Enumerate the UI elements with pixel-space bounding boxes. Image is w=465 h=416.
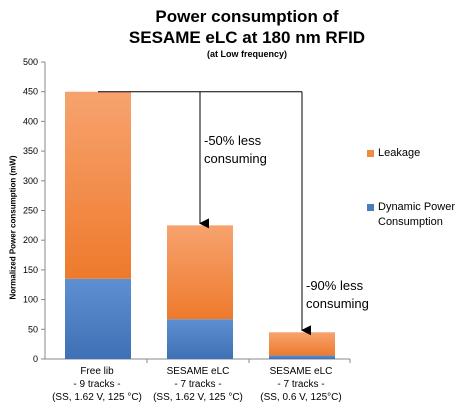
chart-subtitle: (at Low frequency) — [206, 49, 287, 59]
x-category-tracks: - 7 tracks - — [174, 379, 222, 390]
x-category-name: Free lib — [80, 366, 114, 377]
legend-label-leakage: Leakage — [378, 147, 421, 159]
bar-dynamic-power — [269, 355, 335, 359]
annotation-50-line1: -50% less — [204, 133, 262, 148]
annotation-90-line2: consuming — [306, 296, 369, 311]
x-category-conditions: (SS, 1.62 V, 125 °C) — [52, 392, 142, 403]
x-category-name: SESAME eLC — [166, 366, 230, 377]
annotation-50-line2: consuming — [204, 151, 267, 166]
y-tick-label: 0 — [33, 354, 38, 364]
legend-label-dynamic: Dynamic Power Consumption — [378, 201, 456, 228]
y-tick-label: 450 — [23, 87, 38, 97]
x-category-tracks: - 7 tracks - — [277, 379, 325, 390]
bar-leakage — [65, 91, 131, 279]
chart-title-line2: SESAME eLC at 180 nm RFID — [128, 28, 366, 47]
bar-dynamic-power — [167, 319, 233, 359]
bar-leakage — [167, 225, 233, 320]
bar-leakage — [269, 332, 335, 356]
x-category-free-lib: Free lib - 9 tracks - (SS, 1.62 V, 125 °… — [42, 365, 152, 404]
legend-swatch-leakage — [367, 150, 374, 157]
chart-title-line1: Power consumption of — [155, 7, 339, 26]
y-tick-label: 250 — [23, 206, 38, 216]
x-category-conditions: (SS, 1.62 V, 125 °C) — [153, 392, 243, 403]
y-tick-label: 500 — [23, 57, 38, 67]
y-tick-label: 100 — [23, 295, 38, 305]
x-category-sesame-162v: SESAME eLC - 7 tracks - (SS, 1.62 V, 125… — [143, 365, 253, 404]
y-tick-label: 150 — [23, 265, 38, 275]
y-tick-label: 400 — [23, 116, 38, 126]
y-tick-label: 350 — [23, 146, 38, 156]
y-tick-label: 200 — [23, 235, 38, 245]
y-tick-label: 300 — [23, 176, 38, 186]
y-axis-label: Normalized Power consumption (mW) — [8, 155, 18, 300]
x-category-tracks: - 9 tracks - — [73, 379, 121, 390]
x-category-name: SESAME eLC — [269, 366, 333, 377]
x-category-sesame-06v: SESAME eLC - 7 tracks - (SS, 0.6 V, 125°… — [246, 365, 356, 404]
annotation-90-line1: -90% less — [306, 278, 364, 293]
bar-dynamic-power — [65, 278, 131, 359]
y-tick-label: 50 — [28, 324, 38, 334]
x-category-conditions: (SS, 0.6 V, 125°C) — [260, 392, 342, 403]
legend-swatch-dynamic — [367, 204, 374, 211]
